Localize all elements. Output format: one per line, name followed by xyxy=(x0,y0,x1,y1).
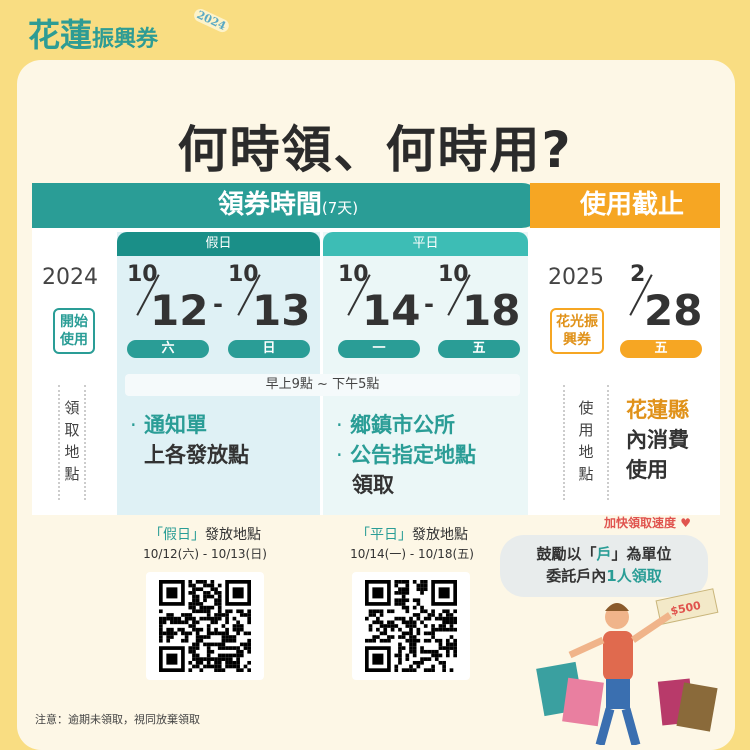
hours-text: 早上9點 ~ 下午5點 xyxy=(125,374,520,396)
page-title: 何時領、何時用? xyxy=(177,121,573,179)
tab-holiday: 假日 xyxy=(117,232,320,256)
footnote: 注意：逾期未領取，視同放棄領取 xyxy=(35,713,200,726)
weekday-qr-caption: 「平日」發放地點 10/14(一) - 10/18(五) xyxy=(350,527,474,561)
weekday-pill: 日 xyxy=(228,340,310,358)
expiry-band: 使用截止 xyxy=(530,183,720,228)
tip-bubble: 鼓勵以「戶」為單位 委託戶內1人領取 xyxy=(500,535,708,597)
expiry-badge: 花光振興券 xyxy=(550,308,604,354)
svg-text:$500: $500 xyxy=(669,599,702,618)
brand-logo: 花蓮振興券 2024 xyxy=(28,6,231,56)
holiday-qr-caption: 「假日」發放地點 10/12(六) - 10/13(日) xyxy=(143,527,267,561)
shopper-illustration: $500 xyxy=(536,588,719,745)
expiry-year: 2025 xyxy=(548,265,604,290)
weekday-pill: 六 xyxy=(127,340,209,358)
weekday-qr-code[interactable] xyxy=(352,572,470,680)
location-label: 領取地點 xyxy=(58,385,86,500)
claim-period-band: 領券時間(7天) xyxy=(32,183,544,228)
weekday-location: · 鄉鎮市公所 · 公告指定地點 領取 xyxy=(336,413,476,497)
start-badge: 開始使用 xyxy=(53,308,95,354)
use-location-label: 使用地點 xyxy=(563,385,609,500)
money-icon xyxy=(655,588,719,625)
tip-header: 加快領取速度 ♥ xyxy=(604,516,691,530)
brand-year: 2024 xyxy=(191,6,231,35)
tab-weekday: 平日 xyxy=(323,232,528,256)
weekday-pill: 五 xyxy=(620,340,702,358)
holiday-location: · 通知單 上各發放點 xyxy=(130,413,249,467)
weekday-column xyxy=(323,232,528,515)
use-location: 花蓮縣 內消費 使用 xyxy=(626,398,689,482)
holiday-qr-code[interactable] xyxy=(146,572,264,680)
start-year: 2024 xyxy=(42,265,98,290)
holiday-column xyxy=(117,232,320,515)
weekday-pill: 一 xyxy=(338,340,420,358)
heart-icon: ♥ xyxy=(680,516,691,530)
weekday-pill: 五 xyxy=(438,340,520,358)
